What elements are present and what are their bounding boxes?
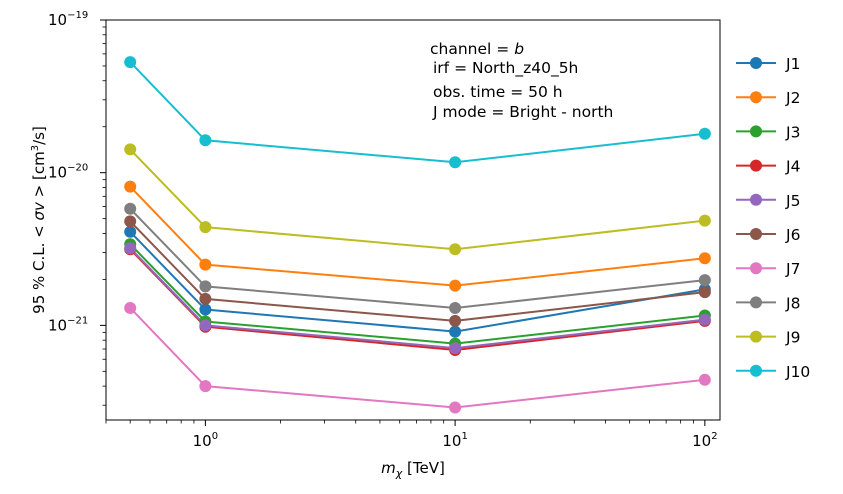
plot-lines: [129, 61, 706, 409]
legend-label-j5: J5: [785, 192, 800, 210]
data-point-j1-1: [199, 303, 212, 316]
data-point-j2-1: [199, 258, 212, 271]
data-point-j9-1: [199, 221, 212, 234]
legend-marker-j9: [750, 330, 762, 343]
series-line-j7: [129, 307, 705, 409]
annotation-j-mode: J mode = Bright - north: [432, 103, 613, 121]
annotation-channel: channel = b: [430, 40, 524, 58]
legend-label-j2: J2: [785, 89, 800, 107]
legend-marker-j2: [750, 91, 762, 104]
y-axis-label-mid: > [cm: [30, 151, 48, 202]
data-point-j7-1: [199, 380, 212, 393]
x-tick-label-1: 101: [442, 431, 467, 450]
data-point-j9-2: [449, 243, 462, 256]
data-point-j8-0: [124, 202, 137, 215]
data-point-j2-2: [449, 279, 462, 292]
series-line-j8: [129, 208, 705, 309]
data-point-j10-0: [124, 56, 137, 69]
y-axis-label: 95 % C.L. < σv > [cm3/s]: [30, 126, 48, 314]
legend-label-j8: J8: [785, 294, 800, 312]
legend-marker-j1: [750, 57, 762, 69]
data-point-j5-0: [124, 242, 137, 255]
data-point-j5-2: [449, 342, 462, 355]
plot-frame: [105, 19, 721, 421]
plot-markers: [124, 56, 711, 414]
legend-marker-j4: [750, 159, 762, 172]
data-point-j8-2: [449, 301, 462, 314]
axis-tick-labels: 100 101 102 10−21 10−20 10−19: [48, 10, 718, 450]
data-point-j1-2: [449, 325, 462, 338]
legend: J1 J2 J3 J4 J5 J6 J7 J8 J9 J10: [736, 55, 810, 381]
annotation-irf: irf = North_z40_5h: [433, 59, 578, 78]
data-point-j7-0: [124, 301, 137, 314]
legend-label-j4: J4: [785, 158, 800, 176]
x-tick-label-0: 100: [193, 431, 218, 450]
x-axis-label: mχ [TeV]: [381, 459, 445, 480]
legend-marker-j6: [750, 228, 762, 240]
data-point-j10-2: [449, 156, 462, 169]
data-point-j8-1: [199, 280, 212, 293]
legend-marker-j3: [750, 125, 762, 138]
y-axis-label-suffix: /s]: [30, 126, 48, 145]
series-line-j6: [129, 220, 705, 322]
data-point-j9-0: [124, 143, 137, 156]
x-axis-label-unit: [TeV]: [402, 459, 445, 477]
legend-label-j7: J7: [785, 260, 800, 278]
series-line-j3: [129, 243, 705, 345]
series-line-j1: [129, 231, 706, 333]
data-point-j6-0: [124, 215, 137, 228]
data-point-j9-3: [698, 214, 711, 227]
legend-label-j3: J3: [785, 123, 800, 141]
series-line-j9: [129, 148, 705, 251]
data-point-j7-2: [449, 401, 462, 414]
series-line-j5: [129, 247, 705, 350]
legend-label-j6: J6: [785, 226, 800, 244]
data-point-j2-0: [124, 180, 137, 193]
legend-marker-j5: [750, 193, 762, 206]
y-tick-label-2: 10−19: [48, 10, 88, 29]
data-point-j5-3: [698, 313, 711, 326]
data-point-j6-3: [698, 286, 711, 299]
data-point-j10-3: [698, 127, 711, 140]
legend-marker-j10: [750, 364, 762, 377]
annotation-obs-time: obs. time = 50 h: [433, 83, 563, 101]
data-point-j6-1: [199, 292, 212, 305]
legend-label-j1: J1: [785, 55, 800, 73]
legend-label-j10: J10: [785, 363, 810, 381]
y-tick-label-0: 10−21: [48, 315, 88, 334]
series-line-j2: [129, 185, 705, 287]
y-axis-label-prefix: 95 % C.L. <: [30, 220, 48, 313]
legend-marker-j8: [750, 296, 762, 309]
annotation-box: channel = b irf = North_z40_5h obs. time…: [430, 40, 613, 121]
axis-ticks: [100, 19, 706, 426]
series-line-j10: [129, 61, 705, 164]
x-axis-label-var: m: [381, 459, 396, 477]
y-axis-label-sup: 3: [30, 145, 41, 151]
data-point-j5-1: [199, 319, 212, 332]
data-point-j10-1: [199, 134, 212, 147]
legend-marker-j7: [750, 262, 762, 275]
y-tick-label-1: 10−20: [48, 163, 88, 182]
y-axis-label-var: σv: [30, 201, 48, 221]
x-tick-label-2: 102: [692, 431, 717, 450]
data-point-j6-2: [449, 314, 462, 327]
x-axis-label-sub: χ: [395, 467, 403, 480]
data-point-j1-0: [124, 225, 137, 238]
data-point-j8-3: [698, 274, 711, 287]
legend-label-j9: J9: [785, 329, 800, 347]
data-point-j2-3: [698, 252, 711, 265]
data-point-j7-3: [698, 373, 711, 386]
